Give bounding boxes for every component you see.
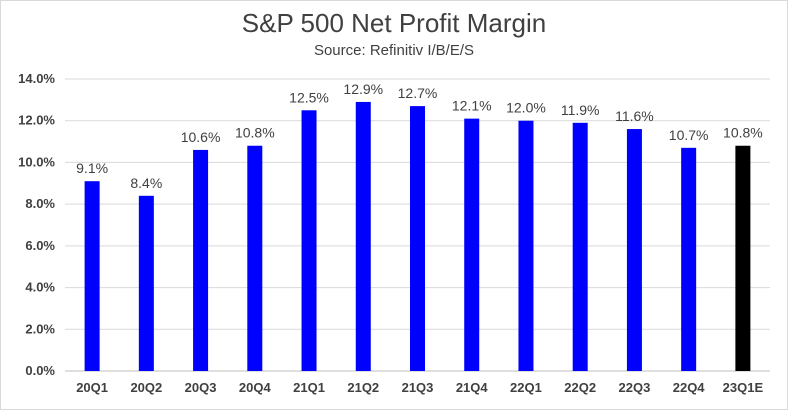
x-tick-label: 20Q4 — [239, 380, 272, 395]
chart-subtitle: Source: Refinitiv I/B/E/S — [313, 42, 475, 59]
data-label: 12.7% — [398, 85, 438, 101]
bar-20Q4 — [247, 145, 263, 371]
data-label: 8.4% — [130, 175, 162, 191]
x-tick-label: 23Q1E — [723, 380, 764, 395]
data-label: 10.6% — [181, 129, 221, 145]
bar-21Q3 — [410, 106, 425, 371]
data-label: 9.1% — [76, 160, 108, 176]
x-tick-label: 22Q3 — [619, 380, 651, 395]
chart-title: S&P 500 Net Profit Margin — [241, 8, 547, 38]
y-tick-label: 10.0% — [18, 154, 55, 169]
data-label: 11.9% — [561, 102, 600, 118]
x-tick-label: 20Q2 — [130, 380, 162, 395]
data-labels: 9.1% 8.4% 10.6% 10.8% 12.5% 12.9% 12.7% 12.1% 12… — [76, 81, 763, 191]
y-tick-label: 8.0% — [25, 196, 55, 211]
x-tick-label: 20Q1 — [76, 380, 108, 395]
data-label: 12.0% — [506, 100, 546, 116]
x-tick-label: 22Q2 — [564, 380, 596, 395]
x-tick-label: 22Q4 — [673, 380, 706, 395]
y-tick-label: 14.0% — [18, 71, 55, 86]
bars — [84, 101, 751, 372]
data-label: 12.5% — [289, 89, 329, 105]
bar-20Q3 — [193, 149, 209, 371]
x-tick-label: 22Q1 — [510, 380, 542, 395]
data-label: 11.6% — [615, 108, 654, 124]
bar-20Q1 — [84, 181, 100, 371]
data-label: 10.8% — [235, 125, 275, 141]
bar-22Q4 — [681, 147, 697, 371]
y-tick-label: 6.0% — [25, 238, 55, 253]
x-tick-label: 21Q3 — [402, 380, 434, 395]
bar-20Q2 — [138, 195, 154, 371]
x-tick-label: 21Q2 — [347, 380, 379, 395]
bar-21Q4 — [464, 118, 480, 371]
y-tick-label: 4.0% — [25, 280, 55, 295]
y-tick-label: 2.0% — [25, 321, 55, 336]
x-axis: 20Q1 20Q2 20Q3 20Q4 21Q1 21Q2 21Q3 21Q4 22Q1 22Q2… — [76, 380, 763, 395]
x-tick-label: 21Q4 — [456, 380, 489, 395]
bar-21Q1 — [301, 110, 317, 372]
y-tick-label: 0.0% — [25, 363, 55, 378]
x-tick-label: 21Q1 — [293, 380, 325, 395]
data-label: 10.7% — [669, 127, 709, 143]
y-axis: 0.0% 2.0% 4.0% 6.0% 8.0% 10.0% 12.0% 14.0% — [18, 71, 55, 378]
bar-23Q1E — [735, 145, 751, 371]
data-label: 12.9% — [343, 81, 383, 97]
bar-22Q2 — [572, 122, 588, 371]
y-tick-label: 12.0% — [18, 113, 55, 128]
x-tick-label: 20Q3 — [185, 380, 217, 395]
bar-22Q3 — [626, 129, 642, 371]
data-label: 12.1% — [452, 98, 492, 114]
data-label: 10.8% — [723, 125, 763, 141]
bar-21Q2 — [355, 101, 371, 371]
bar-22Q1 — [518, 120, 534, 371]
